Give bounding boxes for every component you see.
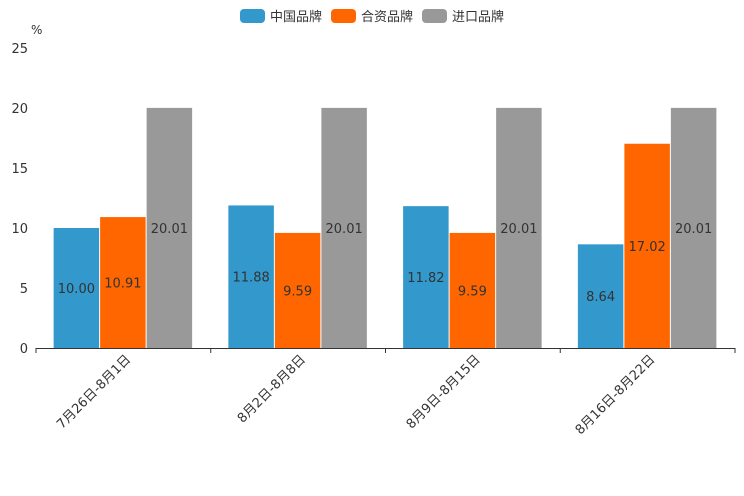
legend-swatch	[240, 9, 265, 23]
legend[interactable]: 中国品牌 合资品牌 进口品牌	[240, 9, 504, 25]
legend-swatch	[331, 9, 356, 23]
legend-swatch	[422, 9, 447, 23]
bar-3-2[interactable]	[321, 107, 367, 348]
y-axis-unit-label: %	[31, 23, 42, 37]
y-axis: 0 5 10 15 20 25	[11, 42, 28, 357]
bar-1-1[interactable]	[53, 228, 100, 348]
data-label: 20.01	[151, 222, 188, 237]
data-label: 11.88	[233, 271, 270, 286]
y-tick-label: 0	[20, 342, 28, 357]
data-label: 10.00	[58, 282, 95, 297]
bar-2-4[interactable]	[624, 143, 670, 348]
bar-2-1[interactable]	[100, 217, 146, 348]
bars: 10.00 10.91 20.01 11.88 9.59 20.01 11.82 9.59 20…	[53, 107, 717, 348]
data-label: 11.82	[407, 271, 444, 286]
bar-1-3[interactable]	[403, 206, 449, 348]
data-label: 20.01	[500, 222, 537, 237]
bar-1-2[interactable]	[228, 205, 274, 348]
y-tick-label: 10	[11, 222, 28, 237]
legend-item-3[interactable]: 进口品牌	[422, 9, 504, 25]
bar-3-1[interactable]	[146, 107, 193, 348]
x-category-label: 7月26日-8月1日	[54, 352, 134, 432]
data-label: 17.02	[629, 240, 666, 255]
legend-label: 中国品牌	[270, 9, 322, 25]
legend-label: 合资品牌	[361, 9, 413, 25]
data-label: 9.59	[458, 284, 487, 299]
bar-3-4[interactable]	[670, 107, 717, 348]
bar-1-4[interactable]	[577, 244, 624, 348]
x-category-label: 8月16日-8月22日	[573, 352, 659, 438]
data-label: 8.64	[586, 290, 615, 305]
data-label: 20.01	[675, 222, 712, 237]
data-label: 10.91	[104, 277, 141, 292]
y-tick-label: 20	[11, 102, 28, 117]
data-label: 9.59	[283, 284, 312, 299]
y-tick-label: 5	[20, 282, 28, 297]
y-tick-label: 15	[11, 162, 28, 177]
legend-item-1[interactable]: 中国品牌	[240, 9, 322, 25]
legend-label: 进口品牌	[452, 9, 504, 25]
y-tick-label: 25	[11, 42, 28, 57]
bar-3-3[interactable]	[496, 107, 542, 348]
data-label: 20.01	[326, 222, 363, 237]
legend-item-2[interactable]: 合资品牌	[331, 9, 413, 25]
bar-2-3[interactable]	[449, 232, 496, 348]
bar-2-2[interactable]	[274, 232, 321, 348]
x-category-label: 8月2日-8月8日	[235, 352, 309, 426]
x-category-label: 8月9日-8月15日	[404, 352, 484, 432]
x-axis: 7月26日-8月1日 8月2日-8月8日 8月9日-8月15日 8月16日-8月22日	[35, 348, 736, 438]
